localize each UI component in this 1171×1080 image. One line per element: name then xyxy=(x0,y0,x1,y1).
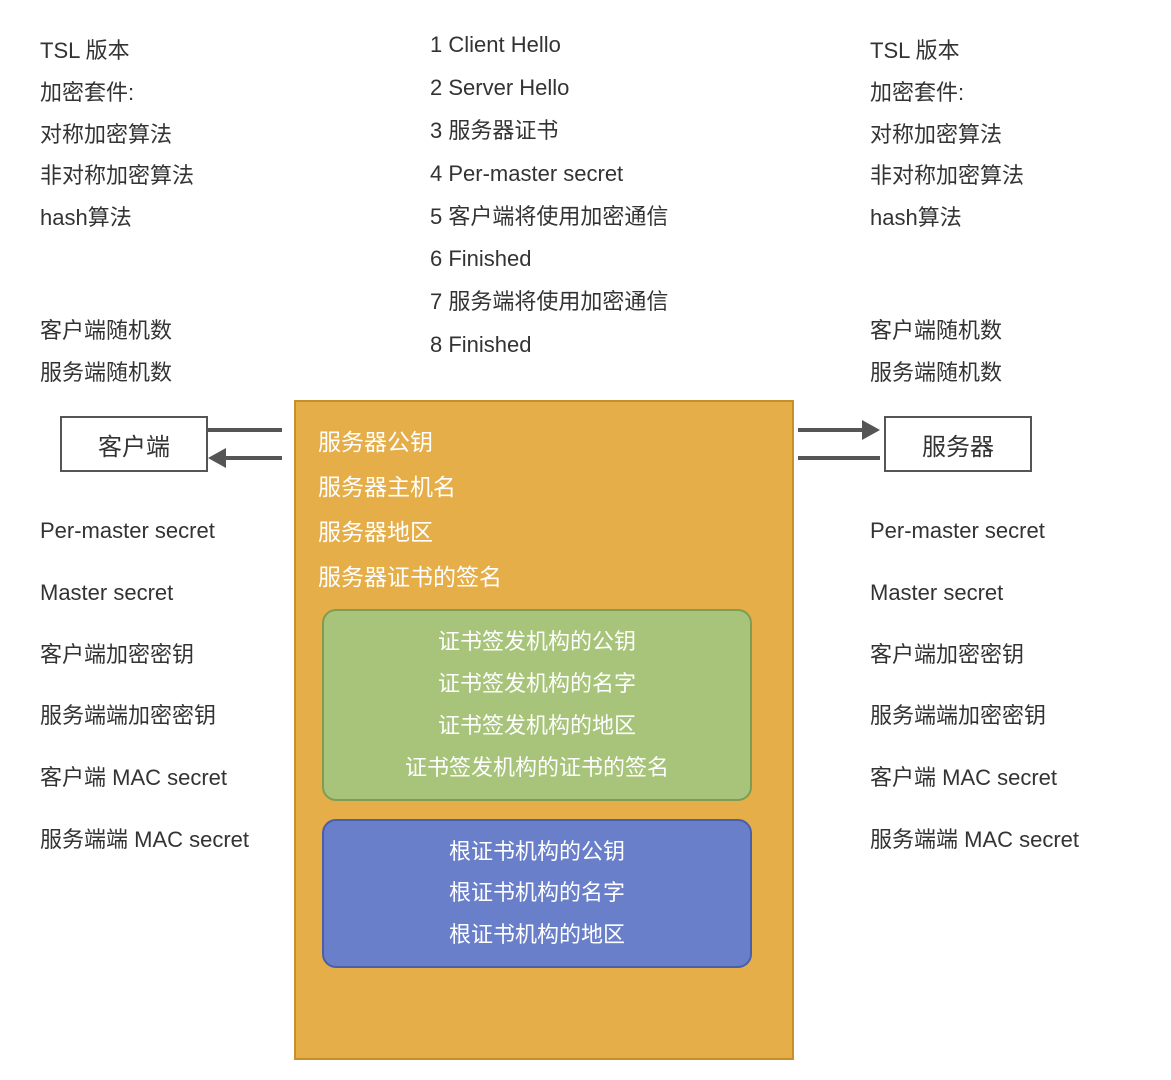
ca-field: 证书签发机构的公钥 xyxy=(342,621,732,663)
list-item: 服务端随机数 xyxy=(40,352,172,394)
list-item: 客户端加密密钥 xyxy=(870,634,1079,676)
list-item: 对称加密算法 xyxy=(40,114,194,156)
list-item: 服务端端 MAC secret xyxy=(40,819,249,861)
root-field: 根证书机构的公钥 xyxy=(342,831,732,873)
root-cert-box: 根证书机构的公钥 根证书机构的名字 根证书机构的地区 xyxy=(322,819,752,968)
right-top-list: TSL 版本 加密套件: 对称加密算法 非对称加密算法 hash算法 xyxy=(870,30,1024,239)
arrow-top-segment-left xyxy=(208,428,282,432)
right-mid-list: 客户端随机数 服务端随机数 xyxy=(870,310,1002,394)
server-cert-fields: 服务器公钥 服务器主机名 服务器地区 服务器证书的签名 xyxy=(318,420,770,599)
arrow-right-head-icon xyxy=(862,420,880,440)
arrow-top-segment-right xyxy=(798,428,862,432)
list-item: hash算法 xyxy=(40,197,194,239)
list-item: 加密套件: xyxy=(870,72,1024,114)
step: 4 Per-master secret xyxy=(430,153,668,196)
list-item: 客户端随机数 xyxy=(870,310,1002,352)
list-item: TSL 版本 xyxy=(870,30,1024,72)
arrow-bottom-segment-right xyxy=(798,456,880,460)
list-item: 客户端随机数 xyxy=(40,310,172,352)
server-node: 服务器 xyxy=(884,416,1032,472)
list-item: Per-master secret xyxy=(870,510,1079,552)
step: 8 Finished xyxy=(430,324,668,367)
step: 7 服务端将使用加密通信 xyxy=(430,281,668,324)
ca-field: 证书签发机构的证书的签名 xyxy=(342,747,732,789)
step: 3 服务器证书 xyxy=(430,110,668,153)
step: 1 Client Hello xyxy=(430,24,668,67)
client-node-label: 客户端 xyxy=(98,427,170,462)
server-node-label: 服务器 xyxy=(922,427,994,462)
list-item: 服务端随机数 xyxy=(870,352,1002,394)
cert-field: 服务器公钥 xyxy=(318,420,770,465)
list-item: Master secret xyxy=(40,572,249,614)
arrow-left-head-icon xyxy=(208,448,226,468)
list-item: 对称加密算法 xyxy=(870,114,1024,156)
cert-field: 服务器主机名 xyxy=(318,465,770,510)
ca-field: 证书签发机构的地区 xyxy=(342,705,732,747)
list-item: 加密套件: xyxy=(40,72,194,114)
step: 2 Server Hello xyxy=(430,67,668,110)
list-item: 客户端加密密钥 xyxy=(40,634,249,676)
handshake-steps: 1 Client Hello 2 Server Hello 3 服务器证书 4 … xyxy=(430,24,668,367)
list-item: 服务端端 MAC secret xyxy=(870,819,1079,861)
client-node: 客户端 xyxy=(60,416,208,472)
ca-field: 证书签发机构的名字 xyxy=(342,663,732,705)
list-item: hash算法 xyxy=(870,197,1024,239)
cert-field: 服务器地区 xyxy=(318,510,770,555)
list-item: Master secret xyxy=(870,572,1079,614)
list-item: TSL 版本 xyxy=(40,30,194,72)
list-item: 非对称加密算法 xyxy=(40,155,194,197)
root-field: 根证书机构的地区 xyxy=(342,914,732,956)
cert-field: 服务器证书的签名 xyxy=(318,555,770,600)
right-bottom-list: Per-master secret Master secret 客户端加密密钥 … xyxy=(870,510,1079,861)
left-bottom-list: Per-master secret Master secret 客户端加密密钥 … xyxy=(40,510,249,861)
ca-cert-box: 证书签发机构的公钥 证书签发机构的名字 证书签发机构的地区 证书签发机构的证书的… xyxy=(322,609,752,800)
step: 6 Finished xyxy=(430,238,668,281)
list-item: 服务端端加密密钥 xyxy=(870,695,1079,737)
step: 5 客户端将使用加密通信 xyxy=(430,196,668,239)
left-top-list: TSL 版本 加密套件: 对称加密算法 非对称加密算法 hash算法 xyxy=(40,30,194,239)
list-item: 客户端 MAC secret xyxy=(40,757,249,799)
list-item: Per-master secret xyxy=(40,510,249,552)
list-item: 非对称加密算法 xyxy=(870,155,1024,197)
arrow-bottom-segment-left xyxy=(226,456,282,460)
diagram-canvas: TSL 版本 加密套件: 对称加密算法 非对称加密算法 hash算法 客户端随机… xyxy=(0,0,1171,1080)
list-item: 服务端端加密密钥 xyxy=(40,695,249,737)
left-mid-list: 客户端随机数 服务端随机数 xyxy=(40,310,172,394)
certificate-box: 服务器公钥 服务器主机名 服务器地区 服务器证书的签名 证书签发机构的公钥 证书… xyxy=(294,400,794,1060)
root-field: 根证书机构的名字 xyxy=(342,872,732,914)
list-item: 客户端 MAC secret xyxy=(870,757,1079,799)
